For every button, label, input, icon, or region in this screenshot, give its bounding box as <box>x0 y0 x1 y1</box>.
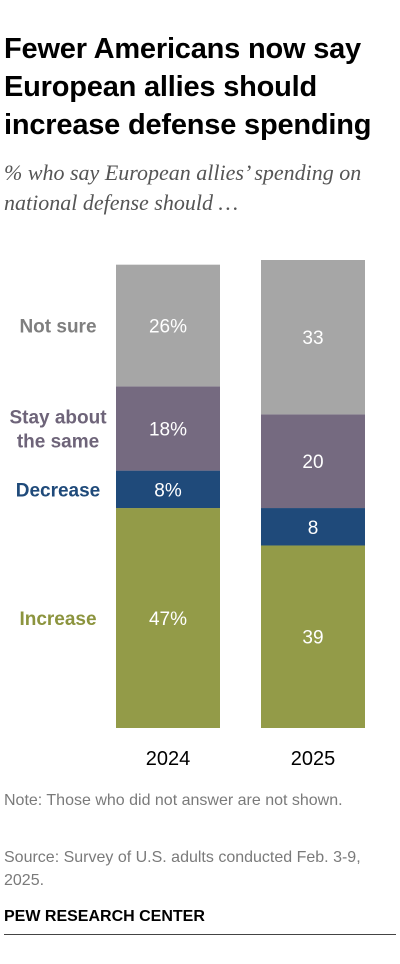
stacked-bar-chart: 47% 8% 18% 26% 2024 39 8 20 33 2025 Not sure Stay a… <box>9 260 365 770</box>
data-label-not-sure-2024: 26% <box>149 317 187 338</box>
pew-research-center-logo: PEW RESEARCH CENTER <box>4 908 205 925</box>
data-label-decrease-2025: 8 <box>308 518 319 539</box>
data-label-decrease-2024: 8% <box>154 480 182 501</box>
bar-segment-not-sure-2025 <box>261 260 365 415</box>
chart-subtitle: % who say European allies’ spending on n… <box>4 160 362 215</box>
bar-segment-not-sure-2024 <box>116 264 220 387</box>
legend-label-stay-about-the-same: the same <box>17 431 99 452</box>
data-label-increase-2025: 39 <box>302 628 323 649</box>
legend-label-increase: Increase <box>19 609 96 630</box>
x-tick-label-2024: 2024 <box>146 748 191 770</box>
footer-divider <box>4 934 396 935</box>
legend-label-stay-about-the-same: Stay about <box>9 407 107 428</box>
bar-segment-decrease-2025 <box>261 508 365 546</box>
data-label-stay-about-the-same-2024: 18% <box>149 419 187 440</box>
legend-label-decrease: Decrease <box>16 480 101 501</box>
data-label-stay-about-the-same-2025: 20 <box>302 452 323 473</box>
legend-label-not-sure: Not sure <box>19 317 96 338</box>
x-tick-label-2025: 2025 <box>291 748 336 770</box>
bar-segment-increase-2024 <box>116 508 220 728</box>
bar-segment-decrease-2024 <box>116 470 220 509</box>
chart-source: Source: Survey of U.S. adults conducted … <box>4 849 361 889</box>
data-label-not-sure-2025: 33 <box>302 328 323 349</box>
chart-note: Note: Those who did not answer are not s… <box>4 792 343 809</box>
data-label-increase-2024: 47% <box>149 609 187 630</box>
bar-segment-stay-about-the-same-2024 <box>116 386 220 471</box>
bar-segment-increase-2025 <box>261 545 365 728</box>
chart-title: Fewer Americans now say European allies … <box>4 33 372 141</box>
bar-segment-stay-about-the-same-2025 <box>261 414 365 509</box>
